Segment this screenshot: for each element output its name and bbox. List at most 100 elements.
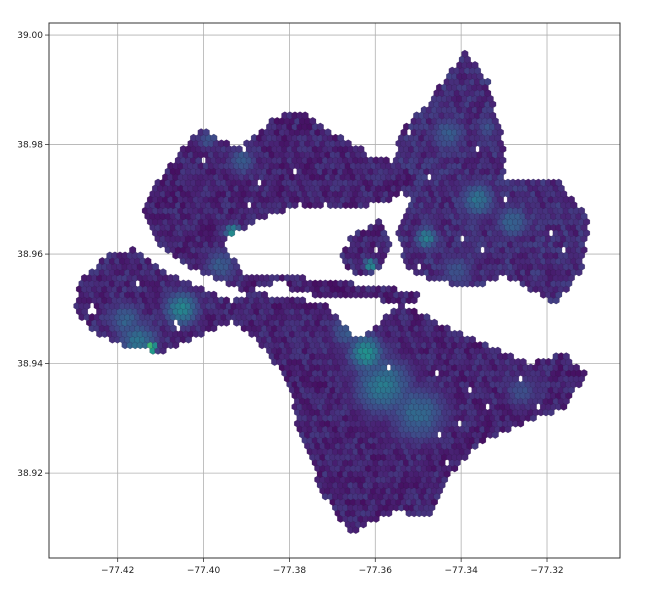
hex-cell	[555, 178, 563, 187]
hex-cell	[344, 329, 352, 338]
hex-cell	[578, 374, 585, 383]
hex-cell	[299, 296, 307, 305]
hex-cell	[220, 234, 228, 243]
hex-cell	[499, 156, 507, 165]
hex-cell	[578, 262, 585, 271]
hex-cell	[486, 94, 494, 103]
hex-cell	[230, 257, 238, 266]
hex-cell	[382, 156, 390, 165]
hex-cell	[529, 402, 537, 411]
hex-cell	[453, 234, 461, 243]
hex-cell	[433, 492, 441, 501]
hex-cell	[565, 357, 573, 366]
hex-cell	[562, 352, 570, 361]
x-tick-label: −77.40	[187, 566, 221, 576]
hex-cell	[420, 173, 428, 182]
hex-cell	[278, 206, 286, 215]
hex-cell	[359, 150, 367, 159]
hexbin-cells	[73, 49, 591, 535]
hex-cell	[195, 156, 203, 165]
hex-cell	[223, 296, 230, 305]
hex-cell	[367, 268, 375, 277]
x-tick-label: −77.42	[101, 566, 134, 576]
hex-cell	[443, 469, 451, 478]
hex-cell	[423, 313, 431, 322]
hex-cell	[372, 514, 380, 523]
hex-cell	[342, 324, 350, 333]
hex-cell	[266, 279, 274, 288]
hex-cell	[184, 279, 192, 288]
hex-cell	[567, 195, 575, 204]
hex-cell	[496, 128, 504, 137]
hex-cell	[210, 290, 218, 299]
hex-cell	[228, 229, 236, 238]
hex-cell	[476, 72, 484, 81]
hex-cell	[471, 441, 479, 450]
hex-cell	[481, 83, 489, 92]
hex-cell	[517, 419, 525, 428]
hex-cell	[321, 301, 329, 310]
hex-cell	[491, 117, 499, 126]
hex-cell	[578, 251, 585, 260]
hex-cell	[491, 430, 499, 439]
hex-cell	[580, 223, 588, 232]
hex-cell	[197, 285, 205, 294]
hex-cell	[451, 419, 459, 428]
hex-cell	[316, 201, 324, 210]
hex-cell	[430, 430, 438, 439]
hex-cell	[169, 324, 177, 333]
hex-cell	[555, 245, 563, 254]
hex-cell	[223, 251, 230, 260]
hex-cell	[129, 245, 137, 254]
hex-cell	[443, 324, 451, 333]
hex-cell	[453, 458, 461, 467]
hex-cell	[578, 240, 585, 249]
hex-cell	[572, 363, 580, 372]
hex-cell	[400, 128, 408, 137]
hex-cell	[129, 279, 137, 288]
hex-cell	[380, 229, 388, 238]
hex-cell	[291, 201, 299, 210]
hex-cell	[81, 307, 88, 316]
hex-cell	[324, 307, 332, 316]
hex-cell	[152, 262, 159, 271]
hex-cell	[235, 268, 243, 277]
hex-cell	[172, 341, 180, 350]
hex-cell	[410, 307, 418, 316]
hex-cell	[430, 497, 438, 506]
hex-cell	[494, 122, 502, 131]
hex-cell	[248, 285, 256, 294]
y-tick-label: 38.98	[17, 141, 43, 151]
hex-cell	[352, 525, 360, 535]
hex-cell	[380, 363, 388, 372]
hex-cell	[136, 251, 144, 260]
hex-cell	[575, 268, 583, 277]
hex-cell	[299, 273, 307, 282]
hex-cell	[468, 145, 476, 154]
hex-cell	[367, 245, 375, 254]
hex-cell	[496, 173, 504, 182]
hex-cell	[233, 262, 241, 271]
hex-cell	[565, 391, 573, 400]
plot-frame	[48, 22, 621, 559]
hex-cell	[357, 145, 365, 154]
hex-cell	[494, 346, 502, 355]
hex-cell	[479, 279, 487, 288]
hex-cell	[261, 212, 269, 221]
hex-cell	[235, 145, 243, 154]
hex-cell	[397, 301, 405, 310]
hex-cell	[471, 61, 479, 70]
hex-cell	[461, 453, 469, 462]
hex-cell	[463, 447, 471, 456]
hex-cell	[463, 55, 471, 64]
hex-cell	[562, 397, 570, 406]
hex-cell	[575, 257, 583, 266]
hex-cell	[575, 380, 583, 389]
hex-cell	[223, 318, 230, 327]
hex-cell	[567, 273, 575, 282]
hex-cell	[496, 161, 504, 170]
hex-cell	[504, 425, 512, 434]
hex-cell	[547, 408, 555, 417]
hex-cell	[560, 189, 568, 198]
